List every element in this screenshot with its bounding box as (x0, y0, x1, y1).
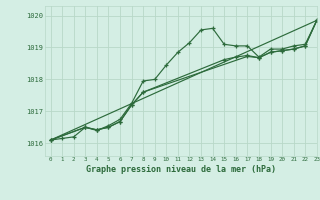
X-axis label: Graphe pression niveau de la mer (hPa): Graphe pression niveau de la mer (hPa) (86, 165, 276, 174)
